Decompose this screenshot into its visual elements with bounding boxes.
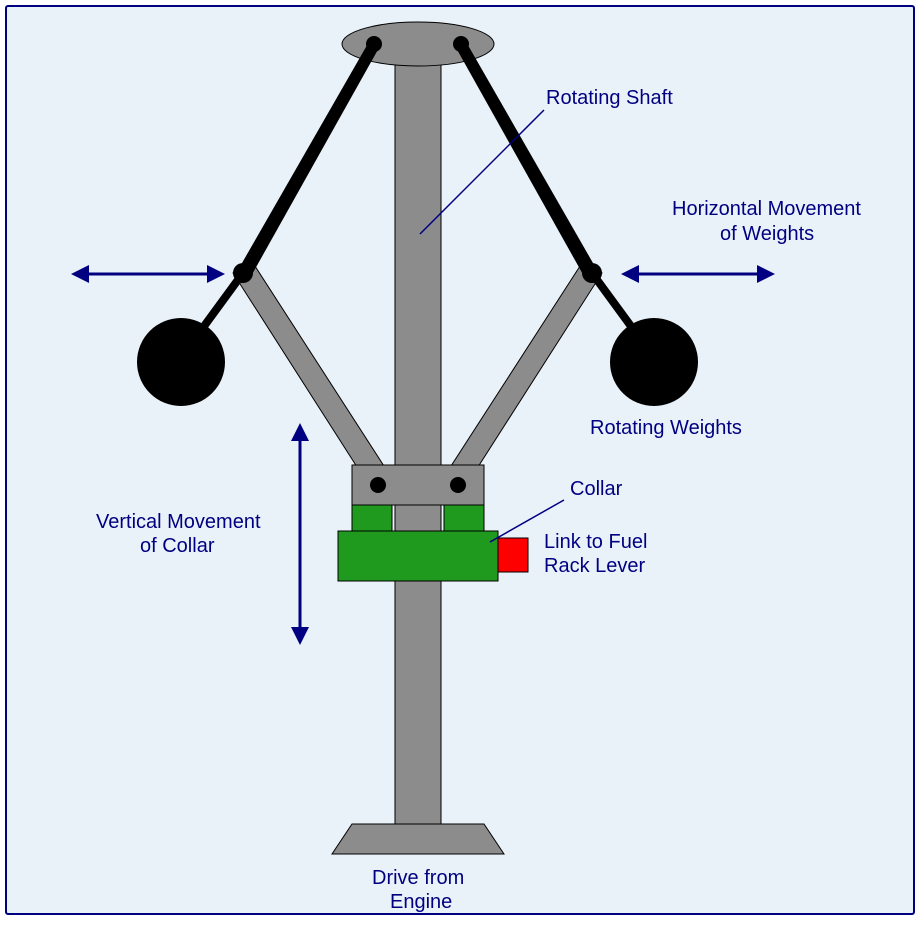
label-rotating-weights: Rotating Weights — [590, 417, 742, 439]
collar-top-left — [352, 505, 392, 531]
governor-diagram: Rotating Shaft Horizontal Movement of We… — [0, 0, 924, 924]
top-pivot-right — [453, 36, 469, 52]
rotating-weight-left — [137, 318, 225, 406]
label-horizontal-weights-2: of Weights — [720, 223, 814, 245]
top-pivot-left — [366, 36, 382, 52]
label-fuel-1: Link to Fuel — [544, 531, 647, 553]
label-horizontal-weights-1: Horizontal Movement — [672, 198, 861, 220]
label-drive-1: Drive from — [372, 867, 464, 889]
bracket-pivot-right — [450, 477, 466, 493]
label-fuel-2: Rack Lever — [544, 555, 645, 577]
collar-main — [338, 531, 498, 581]
engine-drive-base — [332, 824, 504, 854]
label-vertical-collar-1: Vertical Movement — [96, 511, 261, 533]
fuel-rack-link — [498, 538, 528, 572]
label-drive-2: Engine — [390, 891, 452, 913]
label-vertical-collar-2: of Collar — [140, 535, 215, 557]
label-collar: Collar — [570, 478, 623, 500]
collar-top-right — [444, 505, 484, 531]
bracket-pivot-left — [370, 477, 386, 493]
label-rotating-shaft: Rotating Shaft — [546, 87, 673, 109]
rotating-weight-right — [610, 318, 698, 406]
rotating-shaft — [395, 44, 441, 824]
